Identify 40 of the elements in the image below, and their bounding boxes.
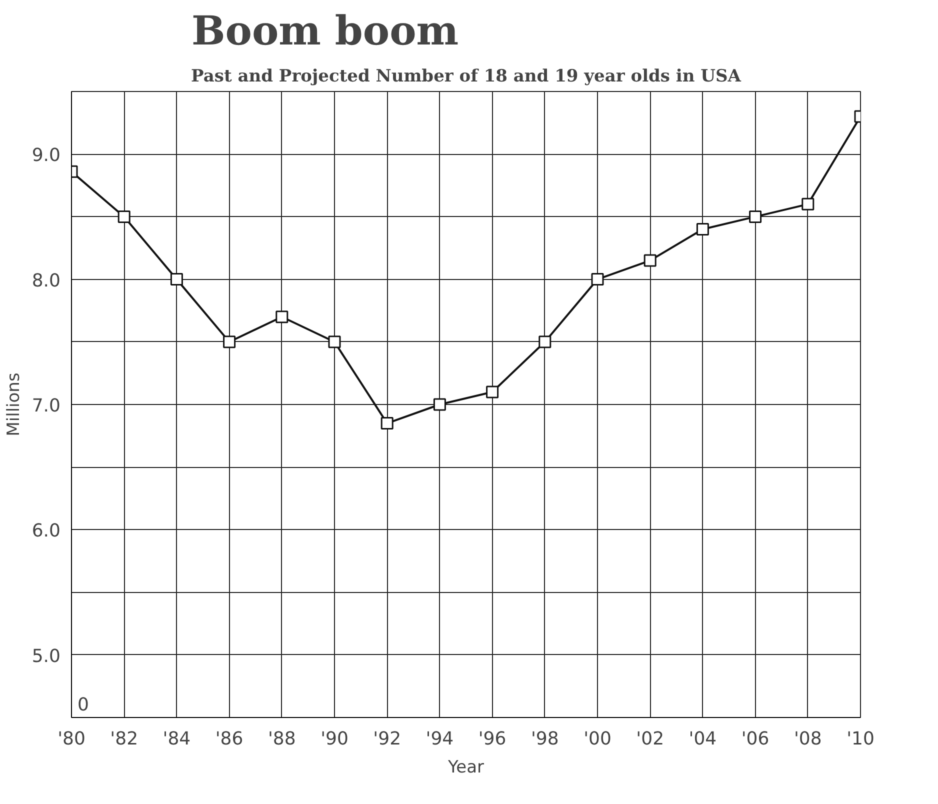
chart-subtitle: Past and Projected Number of 18 and 19 year olds in USA [191,66,742,86]
x-axis-title: Year [447,758,484,778]
point [644,254,656,267]
x-tick-label: '98 [530,728,559,750]
y-tick-label: 5.0 [32,646,61,667]
chart-title: Boom boom [192,8,459,54]
x-tick-label: '84 [162,728,191,750]
point [802,198,814,210]
y-tick-label: 6.0 [32,520,61,542]
y-tick-label: 7.0 [32,396,61,416]
point [433,398,446,411]
point [328,336,341,348]
point [118,210,130,223]
x-tick-label: '80 [58,728,86,750]
y-tick-label: 8.0 [32,270,61,292]
point [538,336,552,348]
point [170,273,183,286]
point [223,336,236,348]
point [380,417,394,430]
x-tick-label: '92 [373,728,402,750]
point [749,210,762,223]
y-tick-label: 9.0 [32,145,61,166]
x-tick-label: '02 [636,728,664,750]
x-tick-label: '96 [478,728,506,750]
x-tick-label: '04 [688,728,717,750]
x-tick-label: '82 [110,728,138,750]
x-tick-label: '94 [426,728,454,750]
x-tick-label: '86 [215,728,244,750]
x-tick-label: '88 [268,728,296,750]
x-tick-label: '00 [584,728,612,750]
x-tick-label: '06 [741,728,770,750]
x-tick-label: '90 [320,728,348,750]
point [696,222,709,236]
x-tick-label: '08 [794,728,822,750]
y-axis-title: Millions [4,372,24,436]
point [276,310,288,324]
point [486,386,499,398]
x-tick-label: '10 [846,728,874,750]
point [591,273,604,286]
annotation: 0 [78,694,89,716]
